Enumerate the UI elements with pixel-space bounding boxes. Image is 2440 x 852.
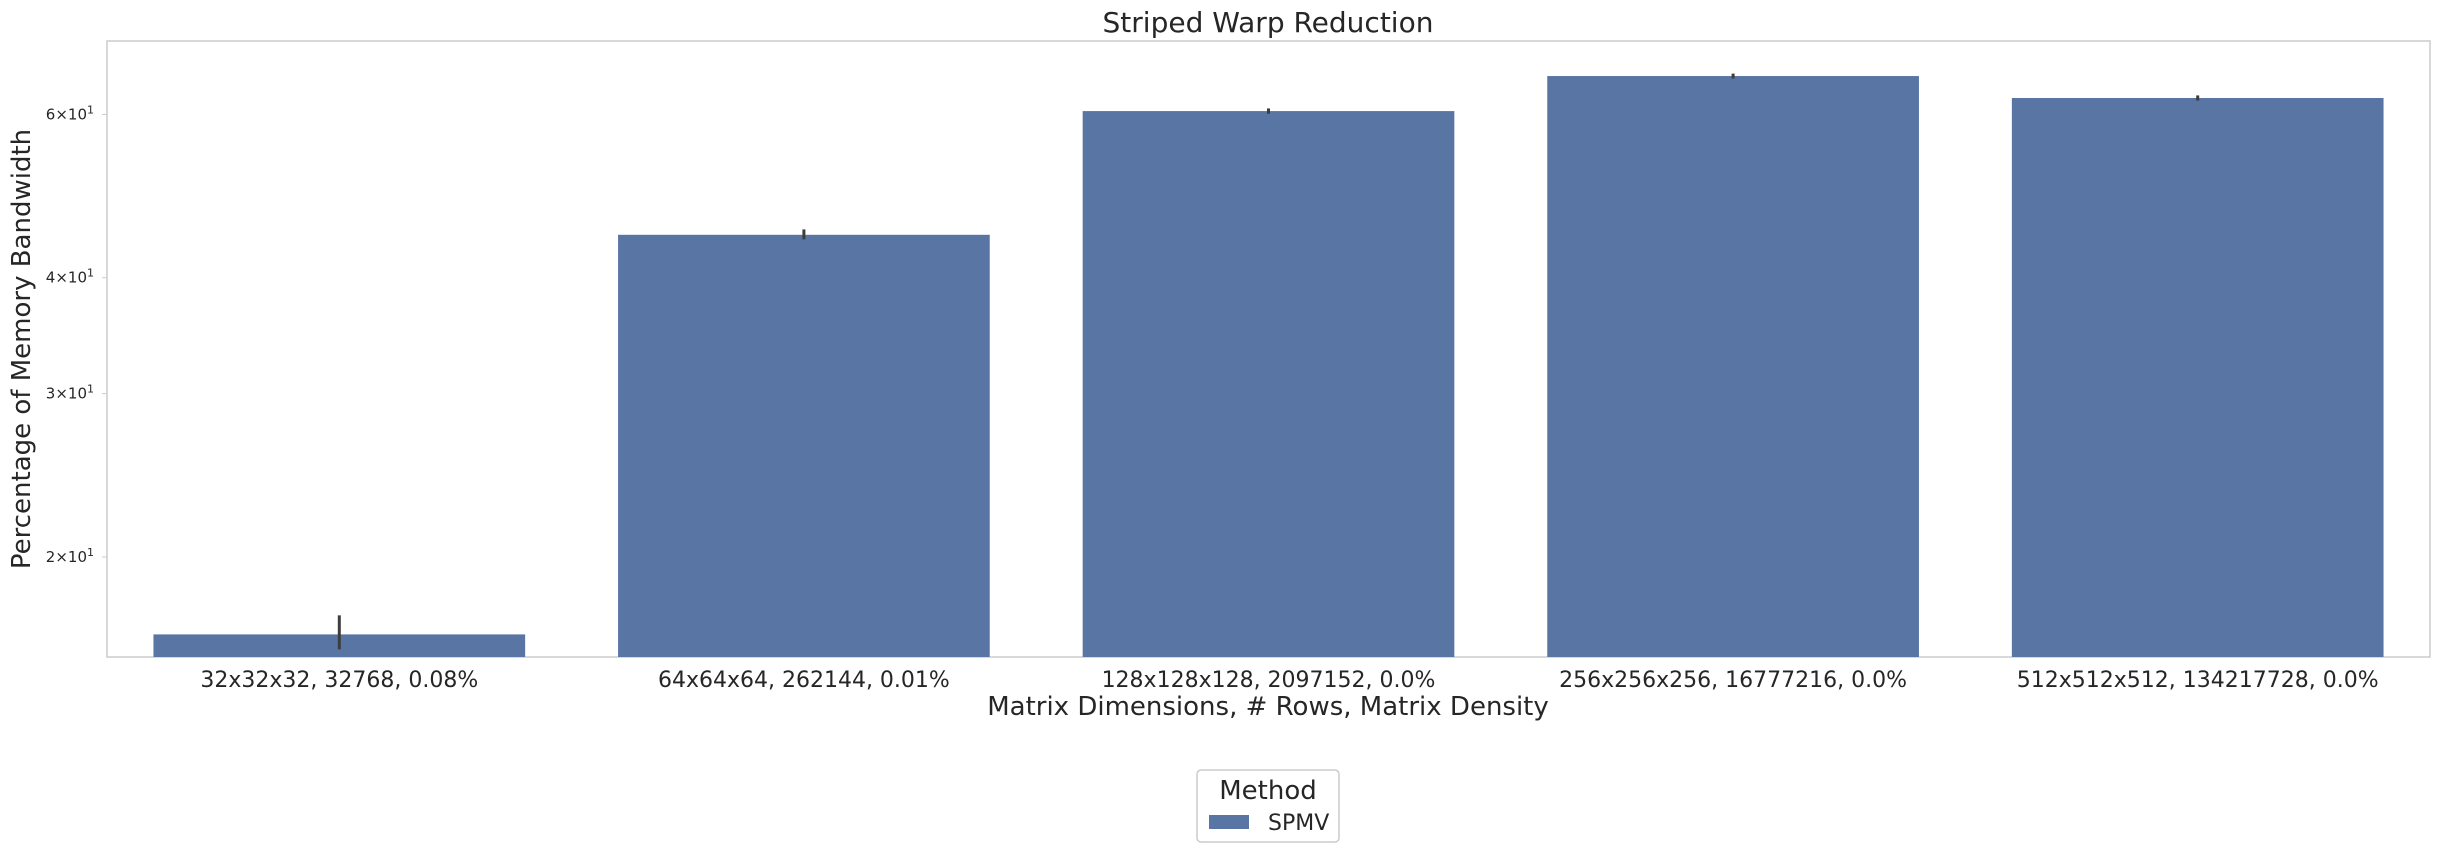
legend-title: Method [1219,776,1317,806]
error-bars [337,73,2200,650]
y-axis-label: Percentage of Memory Bandwidth [7,129,37,569]
y-axis-ticks: 2×101 3×101 4×101 6×101 [46,103,107,566]
x-tick-label-0: 32x32x32, 32768, 0.08% [200,668,478,693]
legend-swatch [1209,815,1249,829]
x-tick-label-4: 512x512x512, 134217728, 0.0% [2017,668,2379,693]
x-tick-label-1: 64x64x64, 262144, 0.01% [658,668,950,693]
x-tick-label-3: 256x256x256, 16777216, 0.0% [1559,668,1907,693]
x-axis-ticks: 32x32x32, 32768, 0.08% 64x64x64, 262144, … [200,668,2378,693]
bars [153,76,2384,657]
y-tick-label-2: 4×101 [46,267,94,287]
bar-1 [618,234,990,657]
bar-4 [2011,97,2384,657]
y-tick-label-0: 2×101 [46,546,94,566]
y-tick-label-1: 3×101 [46,383,94,403]
chart-title: Striped Warp Reduction [1103,6,1434,39]
x-tick-label-2: 128x128x128, 2097152, 0.0% [1102,668,1436,693]
bar-2 [1082,111,1455,657]
x-axis-label: Matrix Dimensions, # Rows, Matrix Densit… [987,692,1549,722]
legend: Method SPMV [1196,769,1340,843]
bar-3 [1547,76,1919,657]
legend-entry-spmv: SPMV [1268,811,1329,836]
y-tick-label-3: 6×101 [46,103,94,123]
